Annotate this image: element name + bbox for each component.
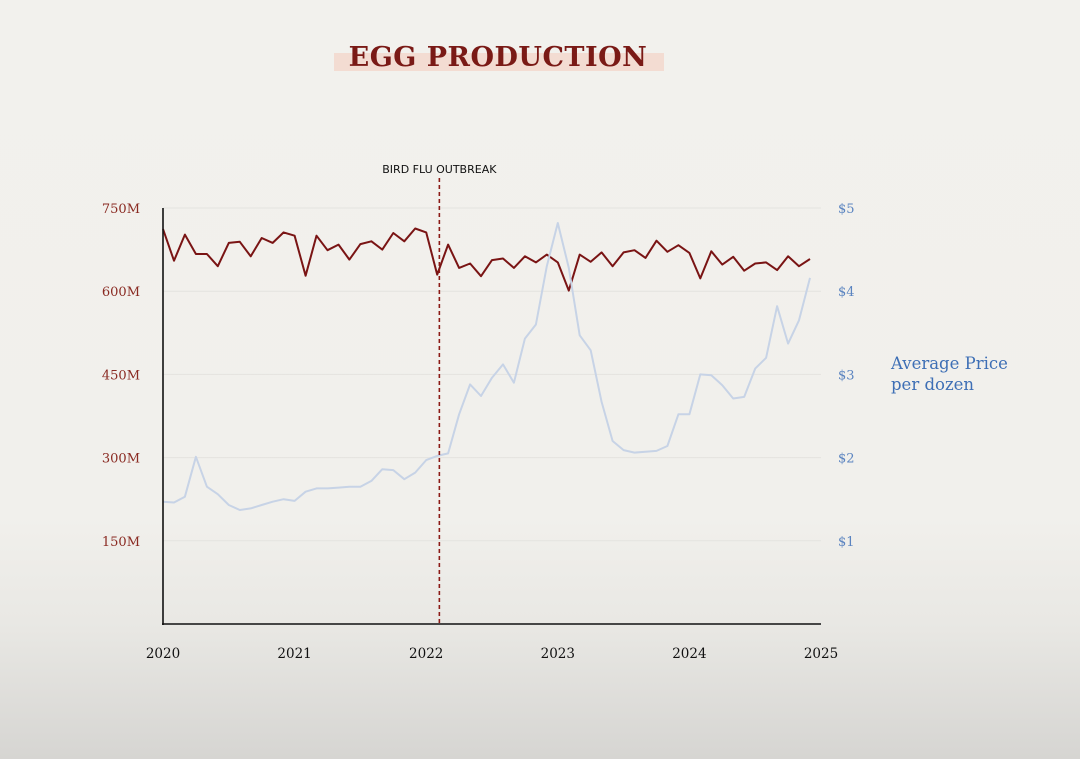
right-tick-label: $3 <box>838 368 855 383</box>
grid <box>163 207 821 542</box>
right-tick-label: $4 <box>838 285 855 300</box>
annotation: BIRD FLU OUTBREAK <box>382 163 497 624</box>
title-highlight <box>334 53 664 71</box>
left-tick-label: 600M <box>102 285 140 300</box>
production-series-line <box>162 227 811 292</box>
x-tick-label: 2021 <box>277 646 311 662</box>
right-axis-label-line-2: per dozen <box>891 375 974 394</box>
price-series-line <box>162 222 811 511</box>
x-tick-label: 2020 <box>146 646 180 662</box>
ticks: 750M 600M 450M 300M 150M $5 $4 $3 $2 $1 2020 2021 20… <box>102 202 855 662</box>
x-tick-label: 2025 <box>804 646 838 662</box>
left-tick-label: 150M <box>102 535 140 550</box>
left-tick-label: 300M <box>102 452 140 467</box>
right-tick-label: $5 <box>838 202 855 217</box>
left-tick-label: 450M <box>102 368 140 383</box>
series-lines <box>162 222 811 511</box>
x-tick-label: 2023 <box>541 646 575 662</box>
chart-title: EGG PRODUCTION <box>349 42 648 73</box>
right-axis-label: Average Price per dozen <box>890 354 1013 394</box>
bird-flu-annotation-label: BIRD FLU OUTBREAK <box>382 163 497 176</box>
axes <box>162 208 821 625</box>
right-tick-label: $2 <box>838 452 855 467</box>
x-tick-label: 2024 <box>672 646 706 662</box>
x-tick-label: 2022 <box>409 646 443 662</box>
right-tick-label: $1 <box>838 535 855 550</box>
right-axis-label-line-1: Average Price <box>890 354 1008 373</box>
left-tick-label: 750M <box>102 202 140 217</box>
